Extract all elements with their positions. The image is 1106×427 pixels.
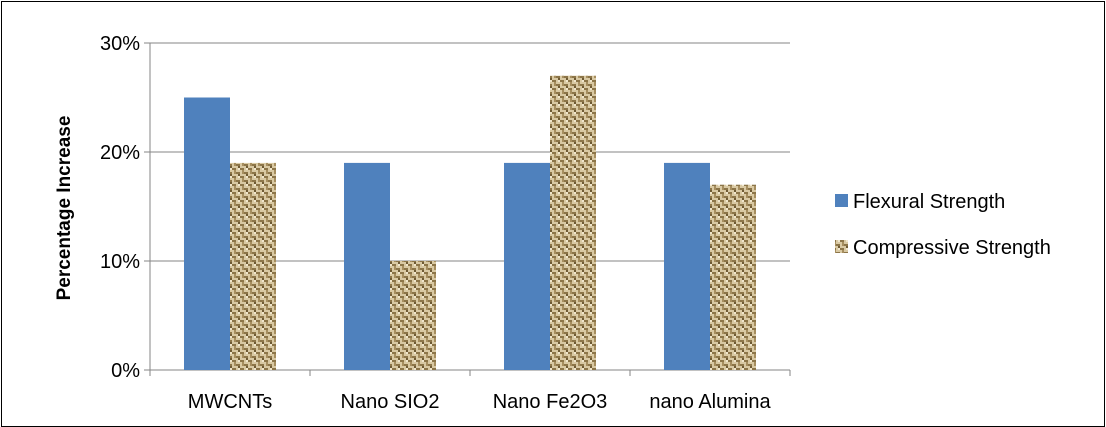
y-tick-label: 20%: [100, 142, 140, 164]
x-tick-label: nano Alumina: [649, 391, 771, 413]
bar-compressive: [390, 261, 436, 370]
bar-compressive: [550, 75, 596, 370]
y-axis-label: Percentage Increase: [54, 116, 75, 301]
y-tick-label: 0%: [111, 360, 140, 382]
x-tick-label: Nano Fe2O3: [493, 391, 608, 413]
bar-flexural: [184, 97, 230, 370]
legend: Flexural Strength Compressive Strength: [835, 191, 1051, 259]
bar-flexural: [344, 162, 390, 370]
legend-label: Flexural Strength: [853, 191, 1005, 213]
legend-swatch: [835, 240, 848, 253]
bars: [184, 75, 756, 370]
bar-compressive: [710, 184, 756, 370]
legend-swatch: [835, 194, 848, 207]
legend-label: Compressive Strength: [853, 237, 1051, 259]
x-tick-label: Nano SIO2: [341, 391, 440, 413]
y-tick-label: 30%: [100, 33, 140, 55]
x-tick-labels: MWCNTs Nano SIO2 Nano Fe2O3 nano Alumina: [188, 391, 772, 413]
bar-flexural: [664, 162, 710, 370]
y-tick-label: 10%: [100, 251, 140, 273]
bar-compressive: [230, 162, 276, 370]
y-tick-labels: 0% 10% 20% 30%: [100, 33, 140, 382]
bar-flexural: [504, 162, 550, 370]
x-tick-label: MWCNTs: [188, 391, 272, 413]
